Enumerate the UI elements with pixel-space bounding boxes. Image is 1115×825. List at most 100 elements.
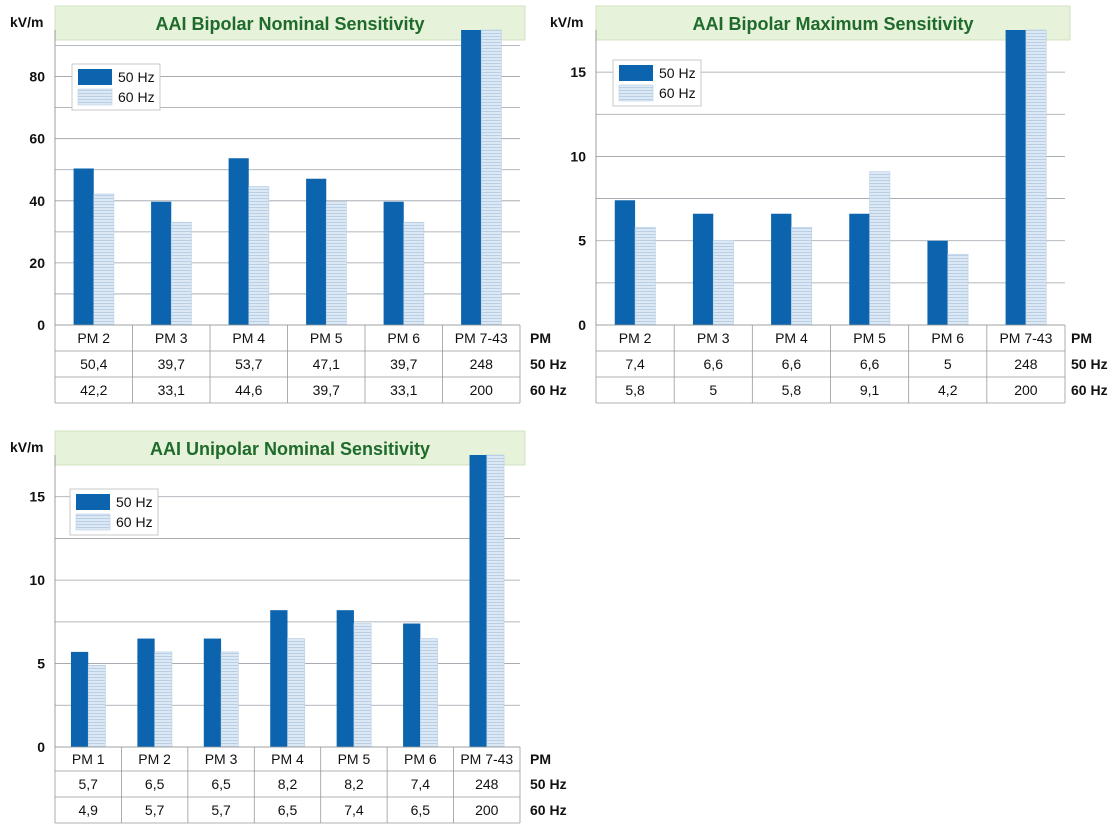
data-label: 33,1 [158, 382, 185, 398]
category-label: PM 7-43 [455, 330, 508, 346]
data-label: 5,7 [78, 776, 98, 792]
data-label: 6,5 [278, 802, 298, 818]
data-label: 6,5 [411, 802, 431, 818]
y-tick-label: 15 [29, 489, 45, 505]
y-tick-label: 0 [37, 317, 45, 333]
chart-unipolar-nominal: AAI Unipolar Nominal Sensitivity kV/m 0 5 10… [10, 430, 567, 824]
legend-label-60hz: 60 Hz [116, 514, 153, 530]
data-label: 5,8 [625, 382, 645, 398]
data-label: 5,7 [211, 802, 231, 818]
data-label: 248 [470, 356, 494, 372]
data-label: 47,1 [313, 356, 340, 372]
data-label: 33,1 [390, 382, 417, 398]
chart-title: AAI Bipolar Maximum Sensitivity [692, 14, 973, 34]
bar-60hz [634, 226, 656, 326]
bar-60hz [220, 651, 239, 748]
data-label: 50,4 [80, 356, 107, 372]
y-tick-label: 0 [578, 317, 586, 333]
bar-50hz [73, 168, 94, 325]
data-label: 6,6 [782, 356, 802, 372]
y-tick-label: 10 [29, 572, 45, 588]
data-label: 5 [709, 382, 717, 398]
bar-50hz [849, 213, 870, 325]
category-label: PM 5 [310, 330, 343, 346]
legend-swatch-60hz [75, 513, 111, 531]
data-table: PM 1 PM 2 PM 3 PM 4 PM 5 PM 6 PM 7-43 PM 5,7 6,5 6… [54, 746, 567, 824]
legend-label-50hz: 50 Hz [659, 65, 696, 81]
bar-50hz [70, 651, 89, 747]
legend-label-50hz: 50 Hz [118, 69, 155, 85]
bar-50hz [771, 213, 792, 325]
category-label: PM 6 [931, 330, 964, 346]
data-label: 7,4 [411, 776, 431, 792]
row-label-pm: PM [1071, 330, 1092, 346]
data-label: 5,8 [782, 382, 802, 398]
legend-swatch-50hz [78, 69, 112, 85]
data-label: 42,2 [80, 382, 107, 398]
legend: 50 Hz 60 Hz [69, 488, 159, 536]
y-axis-label: kV/m [550, 14, 583, 30]
data-label: 44,6 [235, 382, 262, 398]
bar-50hz [336, 610, 354, 747]
category-label: PM 5 [338, 751, 371, 767]
chart-bipolar-nominal: AAI Bipolar Nominal Sensitivity kV/m 0 20 40… [10, 5, 567, 404]
y-tick-label: 0 [37, 739, 45, 755]
bar-60hz [869, 171, 891, 326]
data-label: 6,6 [704, 356, 724, 372]
data-label: 7,4 [625, 356, 645, 372]
category-label: PM 6 [404, 751, 437, 767]
category-label: PM 3 [697, 330, 730, 346]
data-label: 200 [1014, 382, 1038, 398]
legend-swatch-50hz [619, 65, 653, 81]
category-label: PM 3 [155, 330, 188, 346]
category-label: PM 6 [387, 330, 420, 346]
y-tick-label: 15 [570, 64, 586, 80]
data-label: 248 [475, 776, 499, 792]
bar-60hz [480, 29, 502, 326]
category-label: PM 4 [271, 751, 304, 767]
legend: 50 Hz 60 Hz [71, 63, 161, 111]
y-tick-label: 80 [29, 69, 45, 85]
data-label: 5,7 [145, 802, 165, 818]
category-label: PM 4 [775, 330, 808, 346]
category-label: PM 3 [205, 751, 238, 767]
category-label: PM 5 [853, 330, 886, 346]
bar-60hz [87, 664, 106, 748]
row-label-s50: 50 Hz [1071, 356, 1108, 372]
bar-50hz [1005, 30, 1026, 325]
chart-bipolar-maximum: AAI Bipolar Maximum Sensitivity kV/m 0 5 10 1… [550, 5, 1108, 404]
bar-50hz [137, 638, 155, 747]
legend: 50 Hz 60 Hz [612, 59, 702, 107]
category-label: PM 2 [619, 330, 652, 346]
bar-60hz [353, 623, 372, 748]
category-label: PM 4 [232, 330, 265, 346]
legend-label-60hz: 60 Hz [659, 85, 696, 101]
category-label: PM 1 [72, 751, 105, 767]
data-table: PM 2 PM 3 PM 4 PM 5 PM 6 PM 7-43 PM 7,4 6,6 6,6 6,… [595, 324, 1108, 404]
data-label: 200 [470, 382, 494, 398]
row-label-s60: 60 Hz [530, 802, 567, 818]
data-label: 39,7 [313, 382, 340, 398]
y-tick-label: 20 [29, 255, 45, 271]
category-label: PM 2 [77, 330, 110, 346]
title-banner [54, 5, 526, 41]
bar-60hz [325, 201, 347, 326]
bar-50hz [403, 623, 421, 747]
chart-title: AAI Bipolar Nominal Sensitivity [155, 14, 424, 34]
row-label-s60: 60 Hz [530, 382, 567, 398]
data-table: PM 2 PM 3 PM 4 PM 5 PM 6 PM 7-43 PM 50,4 39,7 53,… [54, 324, 567, 404]
bar-60hz [712, 240, 734, 326]
row-label-s50: 50 Hz [530, 356, 567, 372]
bar-50hz [228, 158, 249, 325]
bar-50hz [614, 200, 636, 325]
category-label: PM 7-43 [460, 751, 513, 767]
legend-swatch-60hz [77, 88, 113, 106]
y-axis-label: kV/m [10, 14, 43, 30]
data-label: 8,2 [278, 776, 298, 792]
data-label: 53,7 [235, 356, 262, 372]
bar-60hz [287, 638, 306, 748]
y-tick-label: 10 [570, 148, 586, 164]
bar-50hz [151, 201, 172, 325]
bar-60hz [947, 253, 969, 326]
data-label: 7,4 [344, 802, 364, 818]
